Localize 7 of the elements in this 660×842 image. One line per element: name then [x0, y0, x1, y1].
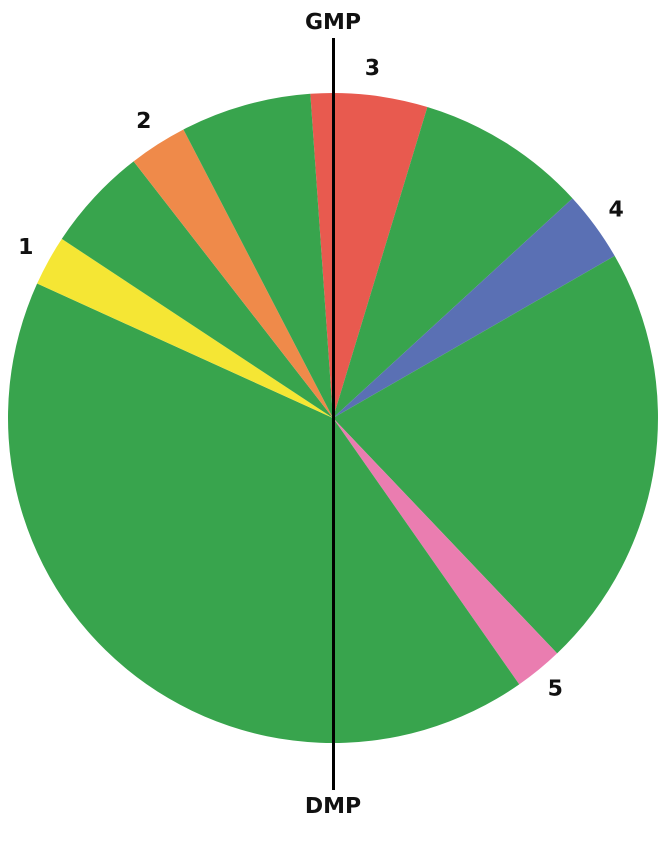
slice-label: 1	[18, 234, 34, 260]
slice-label: 2	[136, 109, 152, 134]
slice-label: 4	[608, 197, 624, 222]
slice-label: 3	[364, 56, 380, 81]
text: GMP	[304, 10, 362, 35]
slice-label: 5	[548, 676, 563, 702]
text: DMP	[304, 794, 362, 819]
